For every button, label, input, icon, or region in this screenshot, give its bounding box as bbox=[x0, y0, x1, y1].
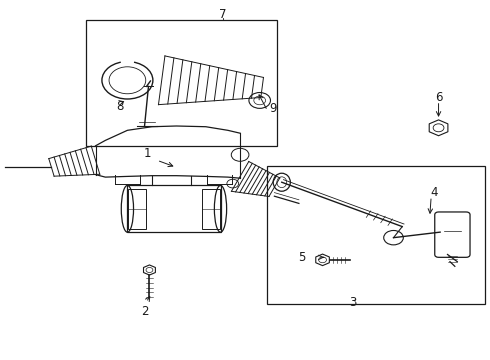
Bar bbox=[86, 20, 277, 146]
Text: 4: 4 bbox=[430, 186, 438, 199]
Bar bbox=[128, 189, 146, 229]
Bar bbox=[202, 189, 220, 229]
Text: 8: 8 bbox=[116, 100, 124, 113]
Text: 3: 3 bbox=[349, 296, 357, 309]
Text: 6: 6 bbox=[435, 91, 442, 104]
Bar bbox=[127, 185, 220, 232]
Text: 5: 5 bbox=[297, 251, 305, 264]
Text: 2: 2 bbox=[141, 305, 148, 318]
Text: 9: 9 bbox=[270, 102, 277, 114]
Text: 1: 1 bbox=[143, 147, 151, 159]
Text: 7: 7 bbox=[219, 8, 227, 21]
Bar bbox=[267, 166, 485, 304]
